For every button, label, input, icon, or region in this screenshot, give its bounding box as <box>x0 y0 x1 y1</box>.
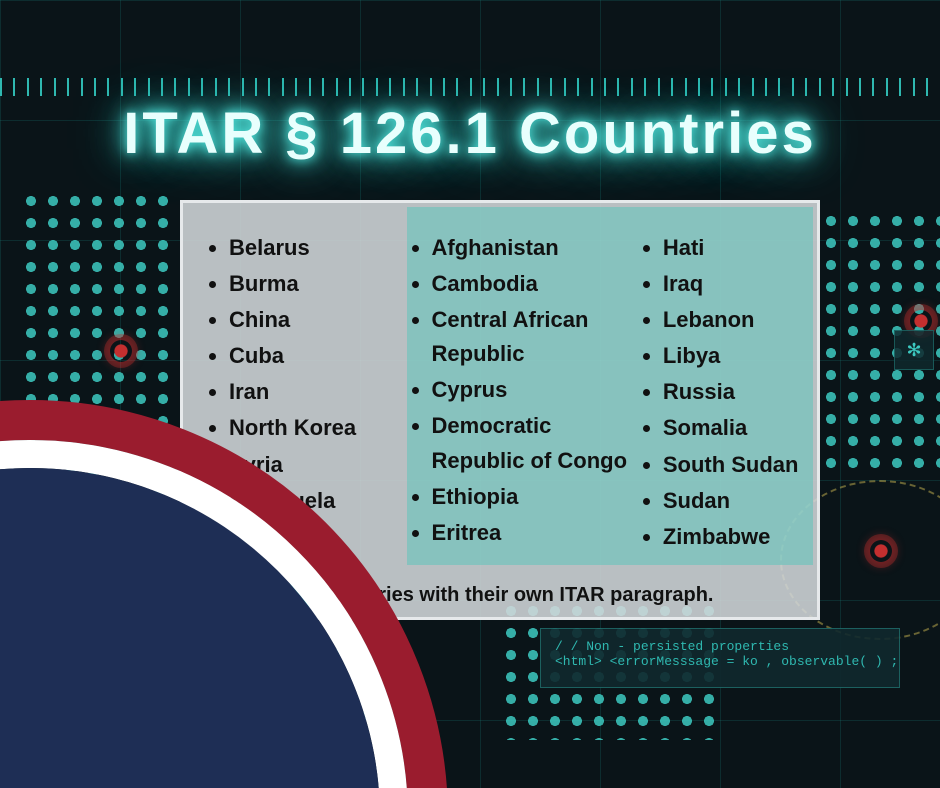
country-item: Lebanon <box>663 303 799 337</box>
country-item: Cuba <box>229 339 404 373</box>
column-3: HatiIraqLebanonLibyaRussiaSomaliaSouth S… <box>635 231 799 556</box>
ruler-ticks <box>0 78 940 102</box>
country-item: Eritrea <box>432 516 635 550</box>
country-item: Belarus <box>229 231 404 265</box>
country-item: Somalia <box>663 411 799 445</box>
country-item: Central African Republic <box>432 303 635 371</box>
corner-flag-swoosh <box>0 468 380 788</box>
country-item: Burma <box>229 267 404 301</box>
code-line-1: / / Non - persisted properties <box>555 639 789 654</box>
country-item: Afghanistan <box>432 231 635 265</box>
country-item: Sudan <box>663 484 799 518</box>
column-2: AfghanistanCambodiaCentral African Repub… <box>404 231 635 556</box>
country-item: Libya <box>663 339 799 373</box>
country-item: Russia <box>663 375 799 409</box>
country-item: Hati <box>663 231 799 265</box>
page-title: ITAR § 126.1 Countries <box>0 100 940 167</box>
country-item: China <box>229 303 404 337</box>
country-item: South Sudan <box>663 448 799 482</box>
code-line-2: <html> <errorMesssage = ko , observable(… <box>555 654 898 669</box>
country-item: Cyprus <box>432 373 635 407</box>
country-item: Zimbabwe <box>663 520 799 554</box>
country-item: Iran <box>229 375 404 409</box>
country-item: Cambodia <box>432 267 635 301</box>
country-item: North Korea <box>229 411 404 445</box>
code-snippet-box: / / Non - persisted properties <html> <e… <box>540 628 900 688</box>
swoosh-navy <box>0 468 380 788</box>
country-item: Ethiopia <box>432 480 635 514</box>
country-item: Democratic Republic of Congo <box>432 409 635 477</box>
country-item: Iraq <box>663 267 799 301</box>
gear-icon: ✻ <box>894 330 934 370</box>
